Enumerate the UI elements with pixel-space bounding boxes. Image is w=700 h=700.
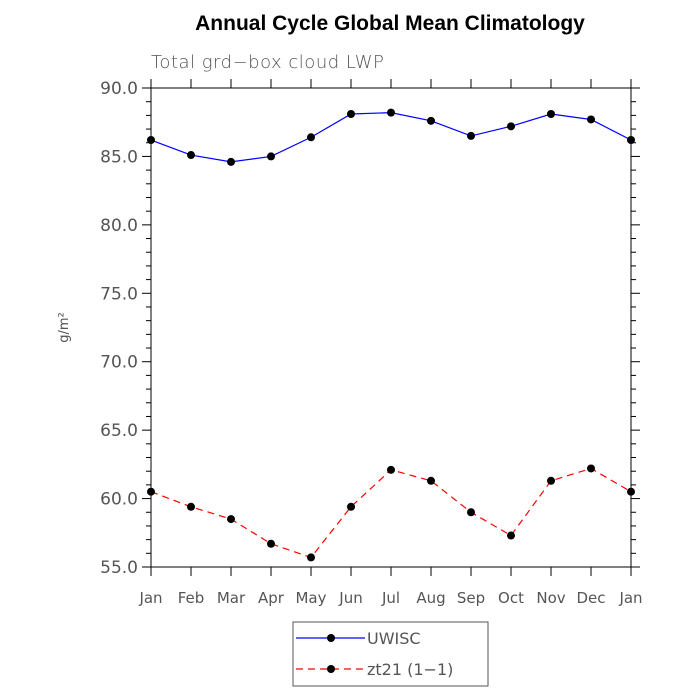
data-point <box>307 133 315 142</box>
plot-frame <box>150 87 632 568</box>
x-tick-label: Jun <box>338 589 362 607</box>
series-layer <box>147 108 635 562</box>
x-tick-label: Mar <box>217 589 246 607</box>
data-point <box>227 515 235 524</box>
legend-marker <box>327 665 335 673</box>
axes: 55.0 60.0 65.0 70.0 75.0 80.0 85.0 90.0 Jan Feb Ma… <box>100 79 643 607</box>
legend: UWISC zt21 (1−1) <box>292 621 489 687</box>
y-tick-label: 80.0 <box>100 216 138 236</box>
data-point <box>507 531 515 540</box>
data-point <box>627 136 635 145</box>
y-tick-label: 90.0 <box>100 79 138 99</box>
data-point <box>227 157 235 166</box>
data-point <box>427 116 435 125</box>
x-tick-label: Nov <box>536 589 565 607</box>
y-tick-label: 65.0 <box>100 421 138 441</box>
y-tick-label: 85.0 <box>100 147 138 167</box>
data-point <box>467 508 475 517</box>
chart-subtitle: Total grd−box cloud LWP <box>151 52 384 73</box>
data-point <box>187 151 195 160</box>
data-point <box>627 487 635 496</box>
data-point <box>187 502 195 511</box>
x-tick-label: Aug <box>416 589 445 607</box>
x-tick-label: May <box>295 589 326 607</box>
x-tick-label: Sep <box>457 589 485 607</box>
data-point <box>267 539 275 548</box>
x-tick-label: Jan <box>138 589 162 607</box>
x-tick-label: Apr <box>258 589 285 607</box>
legend-marker <box>327 634 335 642</box>
data-point <box>427 476 435 485</box>
legend-label: UWISC <box>367 629 421 648</box>
series-line <box>150 467 632 559</box>
x-tick-label: Feb <box>178 589 205 607</box>
data-point <box>547 476 555 485</box>
data-point <box>507 122 515 131</box>
y-tick-label: 60.0 <box>100 490 138 510</box>
data-point <box>147 136 155 145</box>
data-point <box>267 152 275 161</box>
data-point <box>307 553 315 562</box>
x-tick-label: Jan <box>618 589 642 607</box>
chart-title: Annual Cycle Global Mean Climatology <box>195 12 585 35</box>
data-point <box>587 464 595 473</box>
y-tick-label: 70.0 <box>100 353 138 373</box>
data-point <box>387 108 395 117</box>
legend-box <box>292 621 489 687</box>
data-point <box>347 110 355 119</box>
series-0 <box>147 108 635 166</box>
data-point <box>147 487 155 496</box>
x-tick-label: Jul <box>381 589 400 607</box>
series-1 <box>147 464 635 562</box>
data-point <box>387 465 395 474</box>
y-tick-label: 75.0 <box>100 284 138 304</box>
x-tick-label: Oct <box>498 589 524 607</box>
x-tick-label: Dec <box>576 589 605 607</box>
data-point <box>467 131 475 140</box>
legend-label: zt21 (1−1) <box>367 660 453 679</box>
series-line <box>150 112 632 163</box>
y-tick-label: 55.0 <box>100 558 138 578</box>
data-point <box>347 502 355 511</box>
data-point <box>587 115 595 124</box>
y-axis-label: g/m² <box>57 312 72 343</box>
data-point <box>547 110 555 119</box>
